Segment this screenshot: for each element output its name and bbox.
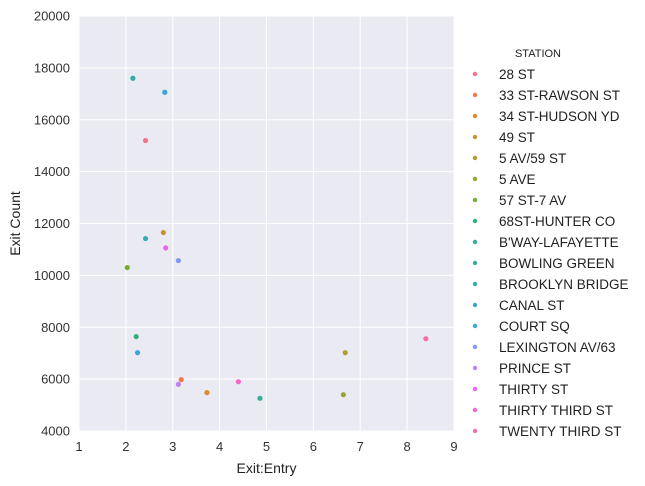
legend-label: 28 ST: [499, 67, 535, 82]
data-point: [423, 336, 429, 342]
data-point: [134, 350, 141, 356]
y-tick-label: 20000: [34, 9, 70, 24]
legend-label: 49 ST: [499, 130, 535, 145]
data-point: [163, 245, 169, 251]
data-point: [133, 333, 139, 340]
y-tick-label: 14000: [34, 164, 70, 179]
legend-marker: [472, 71, 478, 77]
legend-marker: [472, 134, 478, 140]
data-point: [162, 89, 168, 95]
x-tick-label: 3: [169, 439, 176, 454]
y-tick-label: 18000: [34, 60, 70, 75]
legend-label: THIRTY ST: [499, 382, 568, 397]
legend-label: B'WAY-LAFAYETTE: [499, 235, 619, 250]
data-point: [178, 377, 184, 383]
x-tick-label: 2: [122, 439, 129, 454]
legend-marker: [472, 365, 478, 371]
legend-title: STATION: [515, 48, 561, 60]
data-point: [124, 264, 130, 271]
y-tick-label: 12000: [34, 216, 70, 231]
legend-label: TWENTY THIRD ST: [499, 424, 622, 439]
legend-label: 57 ST-7 AV: [499, 193, 566, 208]
legend-label: PRINCE ST: [499, 361, 571, 376]
legend-label: 68ST-HUNTER CO: [499, 214, 615, 229]
legend-marker: [472, 281, 478, 287]
legend-marker: [472, 176, 478, 182]
legend-label: 33 ST-RAWSON ST: [499, 88, 620, 103]
legend-marker: [472, 407, 478, 413]
legend-marker: [472, 197, 478, 203]
data-point: [160, 229, 166, 236]
legend-label: COURT SQ: [499, 319, 570, 334]
data-point: [257, 395, 263, 401]
data-point: [175, 381, 181, 387]
x-tick-label: 1: [75, 439, 82, 454]
legend-marker: [472, 239, 478, 245]
y-tick-label: 6000: [41, 372, 70, 387]
legend-label: 5 AV/59 ST: [499, 151, 566, 166]
legend-marker: [472, 386, 478, 392]
legend-label: BROOKLYN BRIDGE: [499, 277, 629, 292]
x-tick-label: 8: [404, 439, 411, 454]
legend-label: BOWLING GREEN: [499, 256, 615, 271]
legend-marker: [472, 155, 478, 161]
x-tick-label: 9: [450, 439, 457, 454]
y-axis-label: Exit Count: [7, 191, 23, 256]
y-tick-label: 4000: [41, 424, 70, 439]
legend-label: THIRTY THIRD ST: [499, 403, 613, 418]
data-point: [235, 379, 241, 385]
data-point: [340, 392, 346, 398]
x-axis-label: Exit:Entry: [237, 460, 297, 476]
legend-marker: [472, 428, 478, 434]
x-tick-label: 6: [310, 439, 317, 454]
legend-marker: [472, 218, 478, 224]
legend-label: CANAL ST: [499, 298, 565, 313]
legend-marker: [472, 92, 478, 98]
data-point: [175, 257, 181, 264]
data-point: [204, 390, 210, 396]
x-tick-label: 5: [263, 439, 270, 454]
data-point: [342, 350, 348, 356]
data-point: [142, 235, 149, 242]
y-tick-label: 16000: [34, 112, 70, 127]
x-tick-label: 4: [216, 439, 223, 454]
legend-label: LEXINGTON AV/63: [499, 340, 616, 355]
legend-marker: [472, 113, 478, 119]
plot-area: 1 2 3 4 5 6 7 8 9 4000 6000 8000 10000 12000 14000 1600…: [7, 9, 458, 477]
y-tick-label: 10000: [34, 268, 70, 283]
legend-marker: [472, 323, 478, 329]
legend-marker: [472, 344, 478, 350]
legend-marker: [472, 302, 478, 308]
legend-label: 34 ST-HUDSON YD: [499, 109, 620, 124]
data-point: [130, 75, 136, 81]
data-point: [142, 137, 149, 144]
legend-marker: [472, 260, 478, 266]
legend-label: 5 AVE: [499, 172, 536, 187]
x-tick-label: 7: [357, 439, 364, 454]
y-tick-label: 8000: [41, 320, 70, 335]
legend: STATION 28 ST 33 ST-RAWSON ST 34 ST-HUDSON …: [472, 48, 629, 439]
